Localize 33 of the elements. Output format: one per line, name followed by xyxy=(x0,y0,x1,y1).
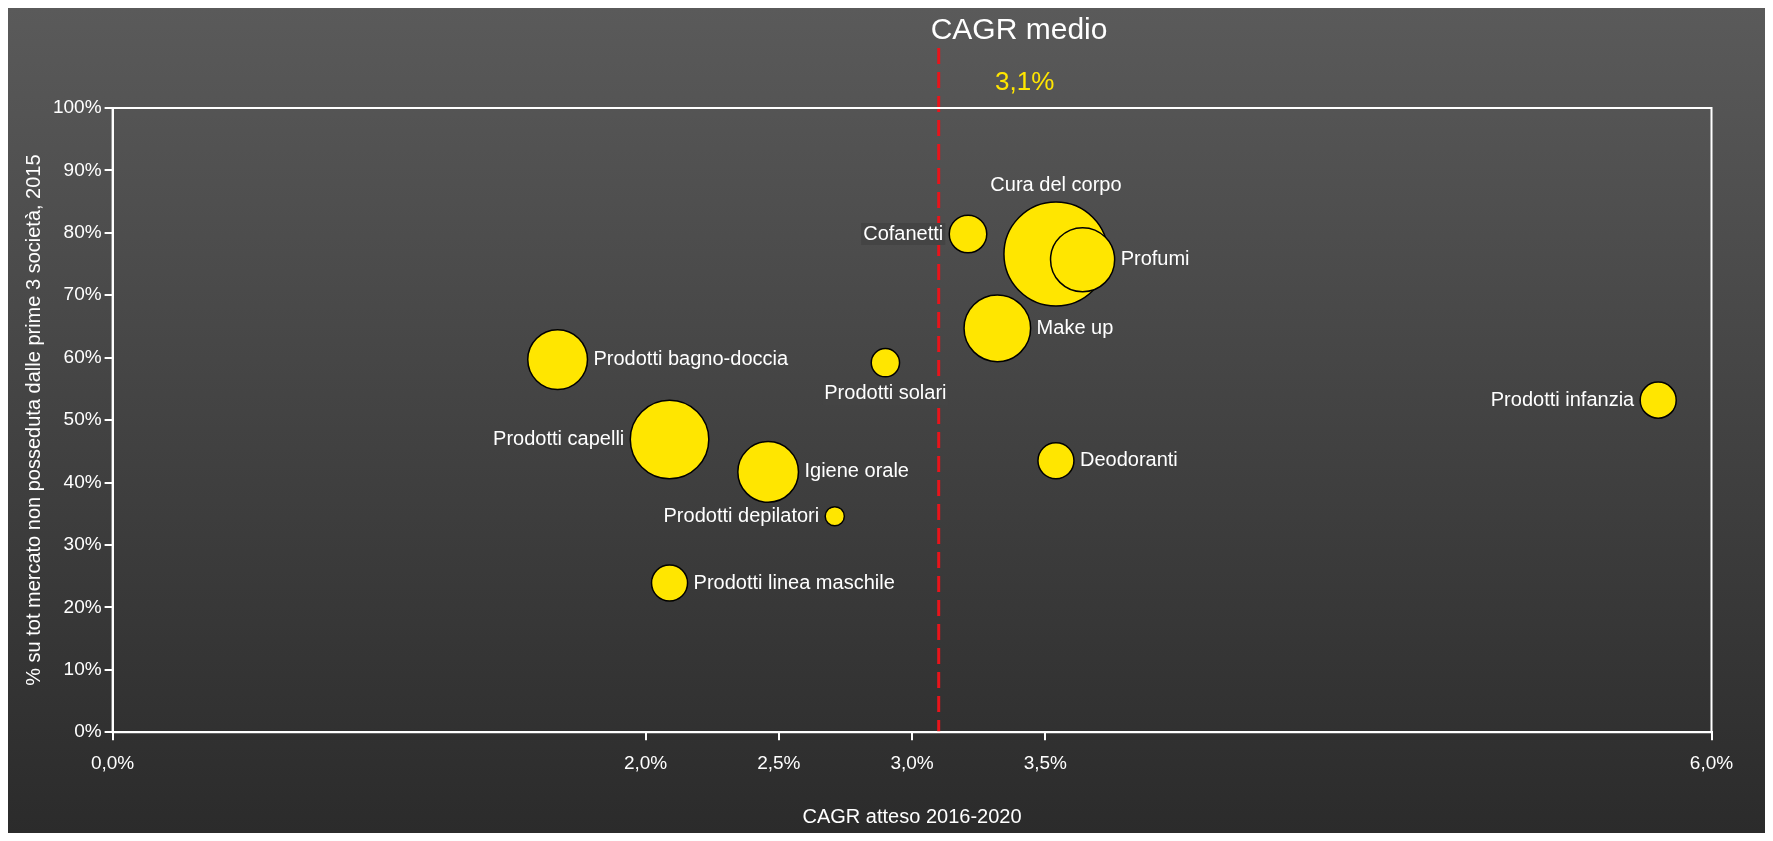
y-tick-label: 10% xyxy=(63,658,102,680)
x-axis-title: CAGR atteso 2016-2020 xyxy=(802,804,1022,827)
series-label: Cura del corpo xyxy=(990,172,1122,195)
ref-line-label: CAGR medio xyxy=(930,12,1108,46)
series-label: Prodotti linea maschile xyxy=(693,570,895,593)
series-label: Prodotti depilatori xyxy=(663,503,820,526)
y-tick-label: 90% xyxy=(63,158,102,180)
series-label: Igiene orale xyxy=(804,459,909,482)
x-tick-label: 0,0% xyxy=(90,751,135,773)
x-tick-label: 2,0% xyxy=(623,751,668,773)
series-label: Deodoranti xyxy=(1079,448,1178,471)
y-tick-label: 30% xyxy=(63,533,102,555)
x-tick-label: 3,5% xyxy=(1023,751,1068,773)
y-tick-label: 100% xyxy=(52,96,102,118)
y-tick-label: 70% xyxy=(63,283,102,305)
text: 3,1% xyxy=(995,66,1055,97)
series-label: Prodotti solari xyxy=(824,381,947,404)
x-tick-label: 3,0% xyxy=(890,751,934,773)
series-label: Make up xyxy=(1036,315,1114,338)
y-tick-label: 20% xyxy=(63,595,102,617)
series-label: Prodotti bagno-doccia xyxy=(593,347,789,370)
y-axis-title: % su tot mercato non posseduta dalle prime 3 società, 2015 xyxy=(21,154,44,686)
x-tick-label: 6,0% xyxy=(1689,751,1734,773)
y-tick-label: 0% xyxy=(74,720,102,742)
y-tick-label: 60% xyxy=(63,345,102,367)
y-tick-label: 40% xyxy=(63,470,102,492)
y-tick-label: 80% xyxy=(63,221,102,243)
y-tick-label: 50% xyxy=(63,408,102,430)
series-label: Prodotti infanzia xyxy=(1490,387,1636,410)
series-label: Cofanetti xyxy=(863,221,944,244)
series-label: Profumi xyxy=(1120,247,1190,270)
x-tick-label: 2,5% xyxy=(757,751,801,773)
series-label: Prodotti capelli xyxy=(493,426,625,449)
